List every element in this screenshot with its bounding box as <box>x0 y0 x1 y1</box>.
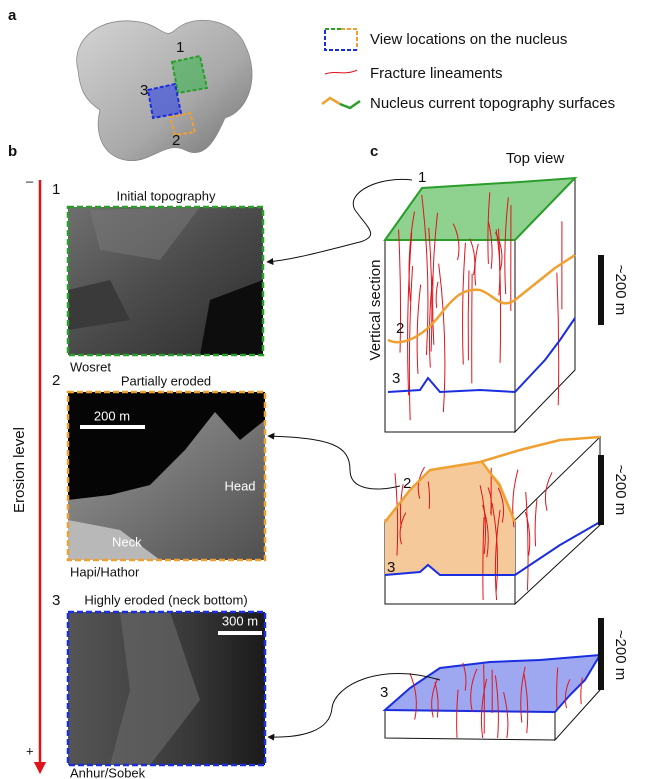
legend-icon <box>325 70 357 74</box>
photo-label: Head <box>224 478 255 493</box>
scale-label: ~200 m <box>612 265 629 315</box>
view-number: 3 <box>52 592 60 609</box>
block-label: 3 <box>387 559 395 576</box>
top-view-label: Top view <box>506 150 565 167</box>
block-label: 3 <box>392 370 400 387</box>
nucleus-label: 2 <box>172 132 180 149</box>
view-number: 1 <box>52 181 60 198</box>
panel-label: c <box>370 143 378 160</box>
legend-icon <box>325 29 357 50</box>
scale-label: 200 m <box>94 408 130 423</box>
block-face <box>385 710 555 740</box>
view-number: 2 <box>52 372 60 389</box>
nucleus-label: 1 <box>176 39 184 56</box>
view-location: Wosret <box>70 359 111 374</box>
view-location: Hapi/Hathor <box>70 564 140 579</box>
view-box <box>148 84 181 118</box>
block-label: 1 <box>418 169 426 186</box>
view-title: Highly eroded (neck bottom) <box>84 592 247 607</box>
figure: a 1 3 2 View locations on the nucleus Fr… <box>0 0 656 779</box>
block-face <box>385 240 515 432</box>
scale-label: ~200 m <box>612 465 629 515</box>
scale-bar <box>80 425 145 429</box>
legend-text: Fracture lineaments <box>370 65 503 82</box>
panel-label: a <box>8 7 17 24</box>
legend-icon <box>341 29 357 50</box>
scale-bar <box>218 631 262 635</box>
axis-end-label: + <box>26 743 34 758</box>
photo-label: Neck <box>112 534 142 549</box>
legend-icon <box>340 101 360 108</box>
block-label: 2 <box>396 320 404 337</box>
block-label: 3 <box>380 684 388 701</box>
panel-label: b <box>8 143 17 160</box>
view-title: Partially eroded <box>121 373 211 388</box>
view-title: Initial topography <box>116 188 216 203</box>
block-label: 2 <box>403 475 411 492</box>
connector <box>268 436 400 489</box>
scale-bar <box>598 455 604 525</box>
view-location: Anhur/Sobek <box>70 765 146 779</box>
nucleus-label: 3 <box>140 82 148 99</box>
axis-title: Erosion level <box>11 427 28 513</box>
legend-icon <box>322 98 340 104</box>
scale-bar <box>598 255 604 325</box>
scale-label: ~200 m <box>612 630 629 680</box>
axis-end-label: – <box>26 173 34 188</box>
legend-text: View locations on the nucleus <box>370 31 567 48</box>
scale-bar <box>598 618 604 690</box>
section-label: Vertical section <box>367 260 384 361</box>
scale-label: 300 m <box>222 613 258 628</box>
legend-text: Nucleus current topography surfaces <box>370 95 615 112</box>
